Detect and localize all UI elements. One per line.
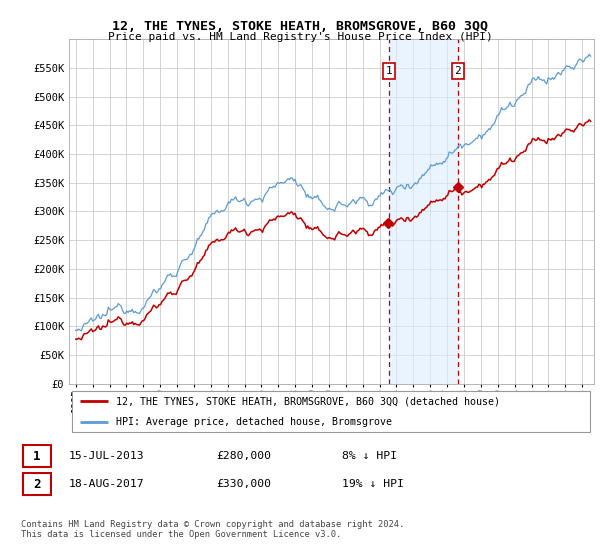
Text: 8% ↓ HPI: 8% ↓ HPI xyxy=(342,451,397,461)
Text: £330,000: £330,000 xyxy=(216,479,271,489)
FancyBboxPatch shape xyxy=(23,445,50,468)
Text: 1: 1 xyxy=(385,66,392,76)
Text: 15-JUL-2013: 15-JUL-2013 xyxy=(69,451,145,461)
Text: 2: 2 xyxy=(454,66,461,76)
Bar xyxy=(389,39,458,384)
Text: Contains HM Land Registry data © Crown copyright and database right 2024.
This d: Contains HM Land Registry data © Crown c… xyxy=(21,520,404,539)
FancyBboxPatch shape xyxy=(23,473,50,496)
Text: Price paid vs. HM Land Registry's House Price Index (HPI): Price paid vs. HM Land Registry's House … xyxy=(107,32,493,42)
Text: £280,000: £280,000 xyxy=(216,451,271,461)
Text: 12, THE TYNES, STOKE HEATH, BROMSGROVE, B60 3QQ: 12, THE TYNES, STOKE HEATH, BROMSGROVE, … xyxy=(112,20,488,32)
Text: 19% ↓ HPI: 19% ↓ HPI xyxy=(342,479,404,489)
FancyBboxPatch shape xyxy=(71,391,590,432)
Text: 2: 2 xyxy=(33,478,40,491)
Text: 18-AUG-2017: 18-AUG-2017 xyxy=(69,479,145,489)
Text: HPI: Average price, detached house, Bromsgrove: HPI: Average price, detached house, Brom… xyxy=(116,417,392,427)
Text: 1: 1 xyxy=(33,450,40,463)
Text: 12, THE TYNES, STOKE HEATH, BROMSGROVE, B60 3QQ (detached house): 12, THE TYNES, STOKE HEATH, BROMSGROVE, … xyxy=(116,396,500,407)
